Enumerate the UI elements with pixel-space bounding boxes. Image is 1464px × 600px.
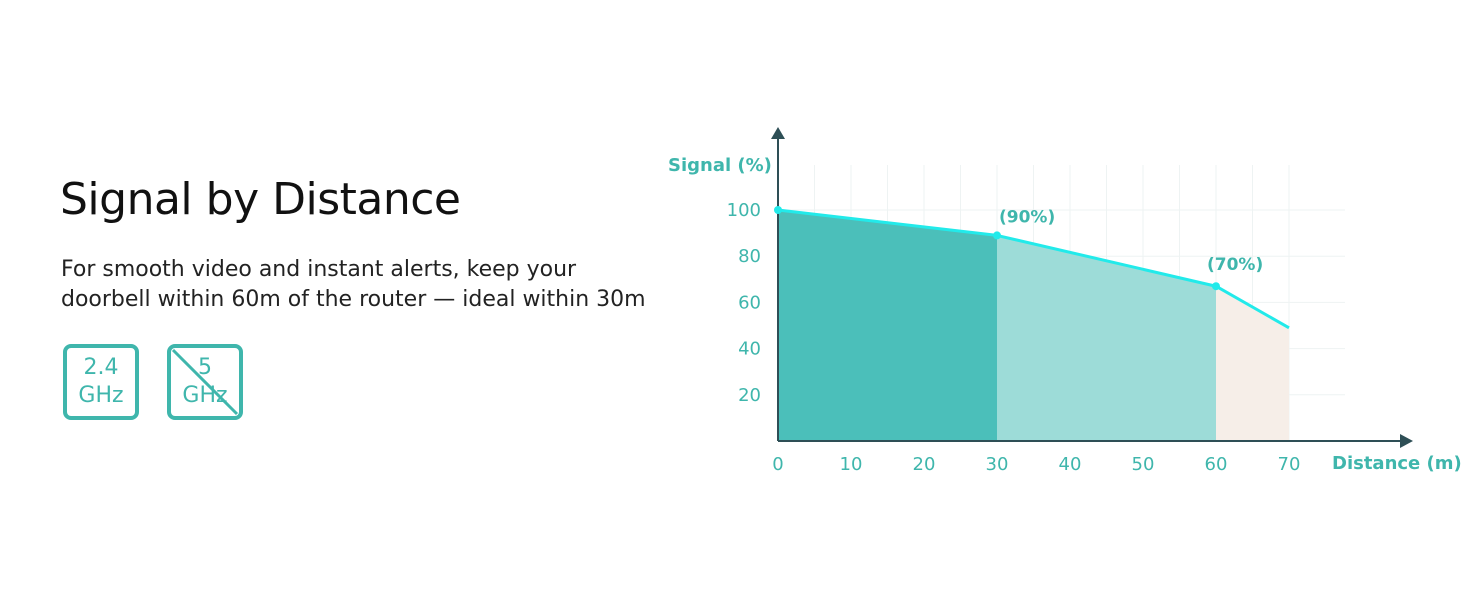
x-tick-label: 20	[913, 454, 936, 475]
signal-point	[1212, 282, 1220, 291]
x-tick-label: 30	[986, 454, 1009, 475]
x-tick-label: 60	[1205, 454, 1228, 475]
zone-ideal-area	[778, 210, 997, 441]
x-axis-title: Distance (m)	[1332, 453, 1462, 474]
signal-zones	[778, 210, 1289, 441]
y-tick-label: 80	[738, 246, 761, 267]
data-label: (90%)	[999, 207, 1055, 227]
subtitle-line-2: doorbell within 60m of the router — idea…	[61, 287, 646, 312]
chart-labels: Signal (%) Distance (m) (90%) (70%) 0 10 20 3…	[668, 155, 1462, 475]
data-label: (70%)	[1207, 255, 1263, 275]
y-axis-title: Signal (%)	[668, 155, 772, 176]
subtitle: For smooth video and instant alerts, kee…	[61, 255, 701, 315]
page-title: Signal by Distance	[60, 174, 461, 225]
badge-5ghz-value: 5	[198, 355, 212, 380]
y-axis-arrow	[771, 127, 785, 139]
x-tick-label: 70	[1278, 454, 1301, 475]
y-tick-label: 100	[727, 200, 761, 221]
x-tick-label: 40	[1059, 454, 1082, 475]
x-tick-label: 50	[1132, 454, 1155, 475]
signal-line	[774, 206, 1290, 330]
x-axis-arrow	[1400, 434, 1413, 448]
badge-2-4ghz-unit: GHz	[78, 383, 124, 408]
y-tick-label: 20	[738, 385, 761, 406]
signal-point	[993, 231, 1001, 240]
zone-good-area	[997, 235, 1216, 441]
signal-line-path	[777, 208, 1290, 330]
badge-2-4ghz: 2.4 GHz	[63, 344, 139, 420]
zone-weak-area	[1216, 286, 1289, 441]
signal-point	[774, 206, 782, 214]
y-tick-label: 60	[738, 292, 761, 313]
subtitle-line-1: For smooth video and instant alerts, kee…	[61, 257, 577, 282]
x-tick-label: 10	[840, 454, 863, 475]
badge-2-4ghz-value: 2.4	[83, 355, 119, 380]
strikethrough-icon	[171, 348, 239, 416]
axes	[771, 127, 1413, 448]
badge-5ghz-unsupported: 5 GHz	[167, 344, 243, 420]
x-tick-label: 0	[772, 454, 783, 475]
y-tick-label: 40	[738, 339, 761, 360]
